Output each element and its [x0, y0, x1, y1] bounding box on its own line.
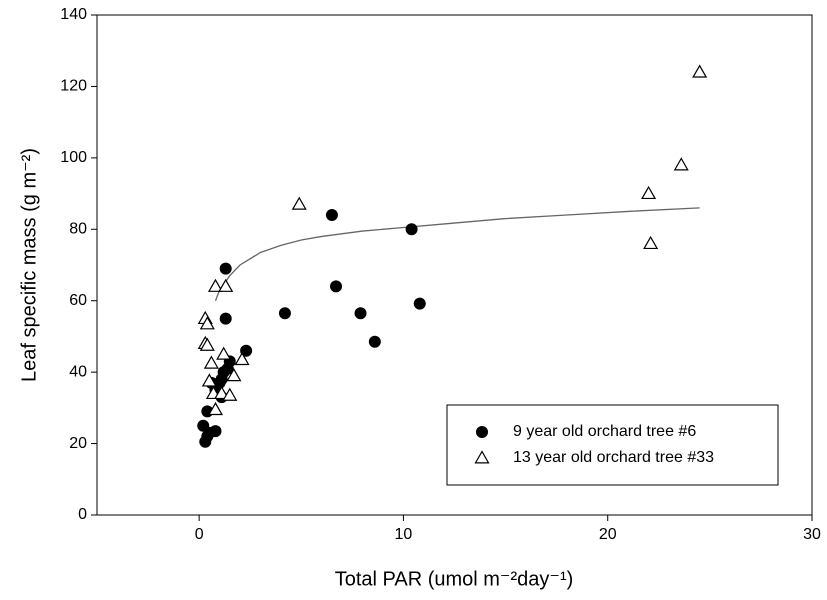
point	[214, 385, 230, 400]
point	[203, 355, 219, 369]
legend-marker	[474, 450, 490, 464]
y-tick-label: 140	[60, 6, 87, 23]
point	[222, 387, 238, 401]
point	[240, 344, 253, 357]
x-axis-label: Total PAR (umol m⁻²day⁻¹)	[335, 568, 574, 590]
point	[216, 346, 232, 360]
legend-label: 9 year old orchard tree #6	[513, 423, 696, 440]
x-tick-label: 0	[195, 526, 204, 543]
point	[207, 278, 224, 292]
point	[692, 64, 708, 78]
point	[278, 307, 291, 320]
point	[201, 373, 217, 387]
y-tick-label: 20	[69, 435, 87, 452]
y-tick-label: 100	[60, 149, 87, 166]
x-tick-label: 30	[803, 526, 821, 543]
point	[673, 157, 689, 171]
point	[226, 368, 242, 382]
point	[325, 209, 338, 221]
point	[405, 223, 418, 236]
x-tick-label: 20	[599, 526, 617, 543]
y-tick-label: 0	[78, 506, 87, 523]
y-axis-label: Leaf specific mass (g m⁻²)	[18, 148, 40, 382]
point	[199, 316, 215, 330]
legend-label: 13 year old orchard tree #33	[513, 449, 714, 466]
plot-frame	[96, 14, 813, 516]
point	[413, 297, 426, 310]
legend-box	[446, 404, 779, 486]
x-tick-label: 10	[395, 526, 413, 543]
point	[643, 235, 659, 250]
point	[219, 312, 232, 325]
legend-marker	[476, 426, 488, 438]
point	[209, 425, 222, 438]
y-tick-label: 120	[60, 78, 87, 95]
point	[330, 280, 343, 293]
y-tick-label: 40	[69, 363, 87, 380]
fit-curve	[214, 207, 700, 301]
point	[219, 262, 232, 275]
point	[199, 337, 215, 351]
y-tick-label: 80	[69, 221, 87, 238]
point	[368, 335, 381, 348]
point	[291, 196, 307, 210]
point	[207, 401, 224, 416]
point	[354, 307, 367, 320]
point	[641, 185, 657, 200]
y-tick-label: 60	[69, 292, 87, 309]
point	[218, 278, 234, 292]
point	[234, 351, 250, 366]
